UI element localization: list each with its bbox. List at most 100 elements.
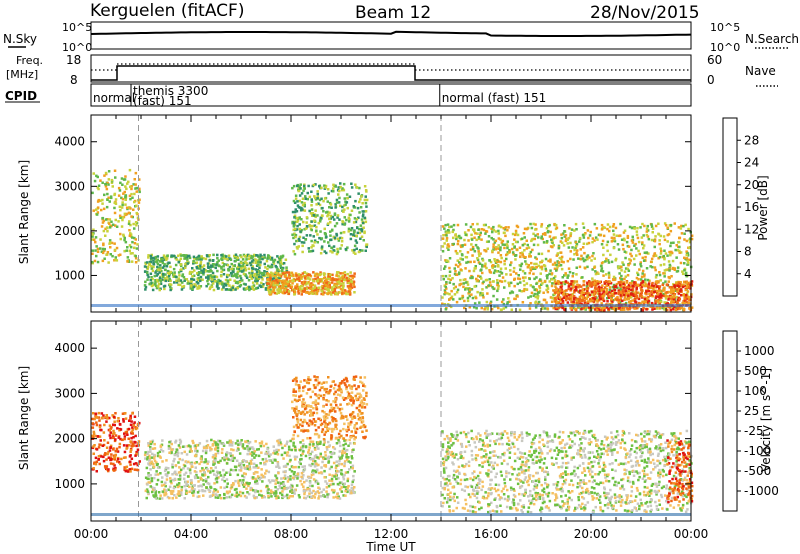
data-cell [567,267,571,270]
data-cell [529,268,532,272]
data-cell [197,271,201,274]
data-cell [229,258,233,261]
data-cell [192,274,196,277]
data-cell [678,249,681,253]
data-cell [333,289,336,293]
data-cell [254,287,258,290]
data-cell [133,415,137,418]
data-cell [205,466,208,470]
data-cell [491,230,494,234]
data-cell [668,250,671,254]
data-cell [323,291,326,294]
data-cell [247,484,250,488]
data-cell [610,289,614,293]
data-cell [177,482,181,485]
data-cell [206,462,209,465]
data-cell [246,285,250,289]
data-cell [620,284,623,288]
data-cell [240,462,243,465]
data-cell [441,250,445,253]
data-cell [282,262,286,265]
data-cell [687,258,691,262]
data-cell [314,272,317,276]
data-cell [664,252,668,255]
data-cell [671,291,674,295]
data-cell [93,238,96,241]
data-cell [119,462,122,466]
data-cell [676,298,680,302]
data-cell [134,434,137,438]
data-cell [686,252,690,255]
data-cell [504,226,508,229]
data-cell [541,259,544,263]
data-cell [533,237,536,241]
data-cell [174,439,178,443]
data-cell [593,222,597,226]
data-cell [479,291,482,295]
data-cell [690,280,694,283]
data-cell [304,454,308,458]
data-cell [320,246,324,250]
data-cell [280,279,283,283]
data-cell [163,277,167,280]
data-cell [464,233,467,236]
data-cell [122,420,125,423]
data-cell [327,192,330,195]
data-cell [177,277,181,280]
data-cell [580,294,583,297]
data-cell [121,218,124,222]
data-cell [678,251,681,254]
data-cell [108,429,112,432]
data-cell [492,280,495,283]
data-cell [492,238,495,241]
data-cell [628,258,631,261]
data-cell [323,250,326,253]
data-cell [244,269,248,272]
data-cell [346,246,349,249]
data-cell [601,297,605,301]
data-cell [113,169,117,172]
data-cell [144,262,148,266]
data-cell [131,428,134,431]
data-cell [94,434,97,438]
data-cell [262,271,265,275]
data-cell [316,289,320,293]
data-cell [552,276,556,280]
data-cell [350,286,354,289]
data-cell [532,222,535,226]
data-cell [156,280,160,283]
data-cell [619,298,623,301]
data-cell [636,226,639,230]
data-cell [133,192,136,196]
data-cell [191,465,194,468]
data-cell [558,288,562,291]
colorbar-tick-label: 12 [744,222,759,236]
data-cell [553,279,557,282]
data-cell [522,232,526,235]
data-cell [468,288,472,292]
data-cell [325,279,328,282]
data-cell [520,237,524,240]
data-cell [467,292,470,295]
data-cell [683,308,686,311]
data-cell [114,256,117,259]
data-cell [485,278,489,282]
data-cell [92,445,95,448]
data-cell [220,258,223,261]
data-cell [217,264,220,267]
data-cell [306,276,310,280]
data-cell [469,260,472,264]
data-cell [319,252,323,255]
data-cell [224,257,227,260]
data-cell [109,436,112,440]
data-cell [101,251,105,255]
data-cell [643,275,646,278]
data-cell [527,263,530,267]
data-cell [641,241,644,244]
data-cell [308,284,312,287]
data-cell [291,289,294,292]
data-cell [661,306,664,310]
data-cell [444,274,448,278]
data-cell [623,250,627,253]
data-cell [273,273,277,276]
